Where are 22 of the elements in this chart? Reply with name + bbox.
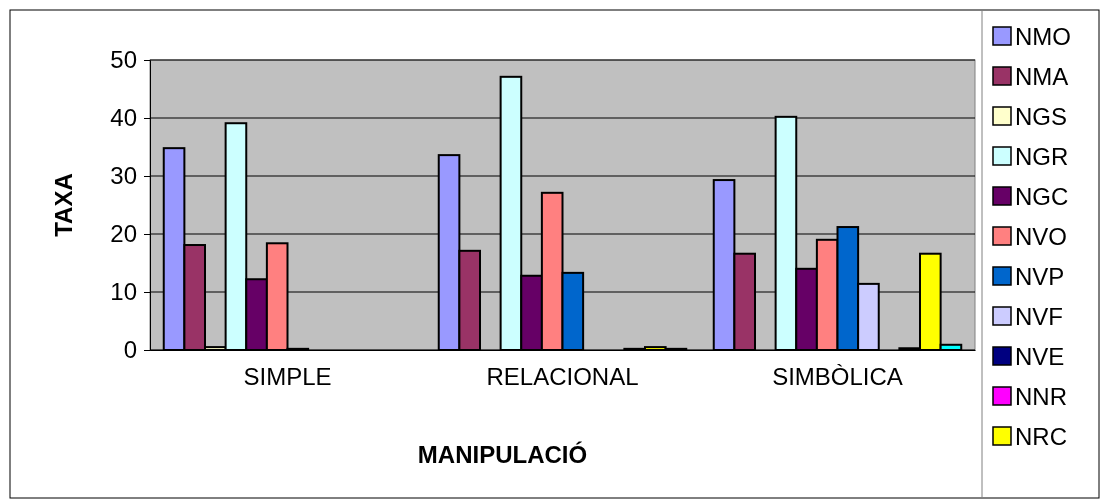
x-tick-label: RELACIONAL bbox=[486, 363, 639, 390]
legend-label: NNR bbox=[1015, 383, 1067, 410]
y-tick-label: 40 bbox=[110, 104, 137, 132]
y-tick-label: 20 bbox=[110, 220, 137, 248]
legend-label: NGR bbox=[1015, 143, 1069, 170]
y-tick-label: 50 bbox=[110, 46, 137, 74]
legend-label: NVP bbox=[1015, 263, 1065, 290]
legend-label: NMA bbox=[1015, 63, 1069, 90]
x-tick-label: SIMPLE bbox=[243, 363, 332, 390]
y-tick-label: 0 bbox=[123, 336, 137, 364]
x-axis-title: MANIPULACIÓ bbox=[417, 441, 588, 468]
y-tick-label: 30 bbox=[110, 162, 137, 190]
x-tick-label: SIMBÒLICA bbox=[772, 363, 903, 390]
legend-label: NGS bbox=[1015, 103, 1068, 130]
legend-label: NMO bbox=[1015, 23, 1071, 50]
legend-label: NGC bbox=[1015, 183, 1069, 210]
y-tick-label: 10 bbox=[110, 278, 137, 306]
legend-label: NVO bbox=[1015, 223, 1068, 250]
legend-label: NRC bbox=[1015, 423, 1067, 450]
legend-label: NVF bbox=[1015, 303, 1063, 330]
y-axis-title: TAXA bbox=[50, 173, 77, 237]
legend-label: NVE bbox=[1015, 343, 1065, 370]
